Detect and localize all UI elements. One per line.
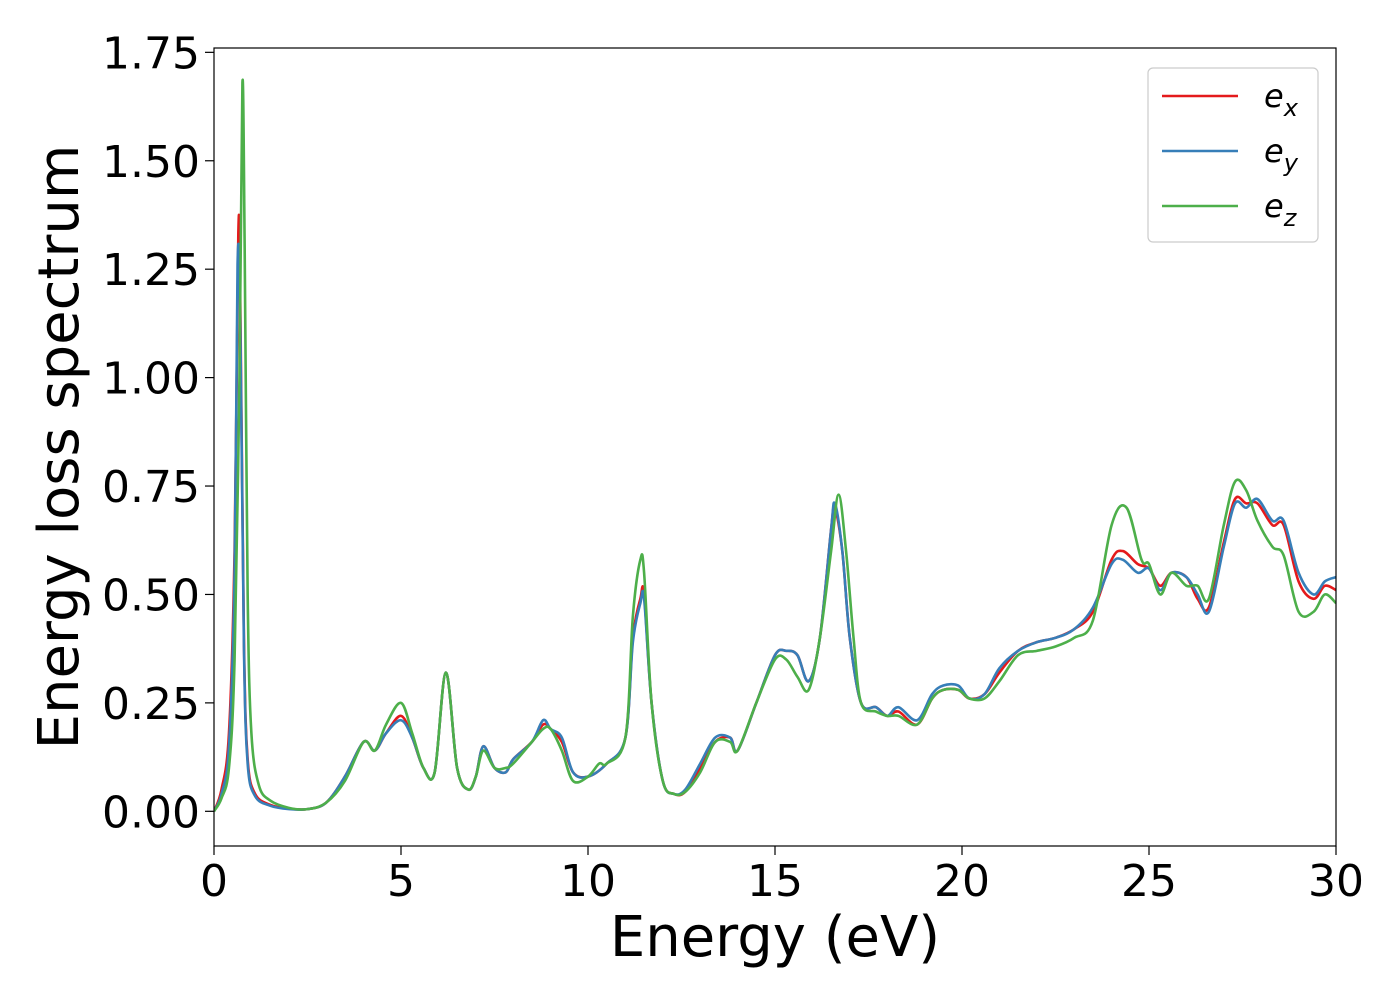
series-layer bbox=[214, 78, 1336, 813]
x-tick-label: 0 bbox=[200, 856, 228, 907]
y-tick-label: 1.25 bbox=[102, 245, 200, 296]
x-tick-label: 30 bbox=[1308, 856, 1364, 907]
x-tick-label: 15 bbox=[747, 856, 803, 907]
y-tick-label: 0.75 bbox=[102, 462, 200, 513]
y-axis-title: Energy loss spectrum bbox=[27, 145, 92, 750]
y-tick-label: 1.75 bbox=[102, 28, 200, 79]
y-axis: 0.00 0.25 0.50 0.75 1.00 1.25 1.50 1.75 bbox=[102, 28, 214, 838]
y-tick-label: 0.50 bbox=[102, 570, 200, 621]
y-tick-label: 1.00 bbox=[102, 354, 200, 405]
legend-label: ey bbox=[1264, 132, 1299, 177]
x-tick-label: 10 bbox=[560, 856, 616, 907]
y-tick-label: 0.25 bbox=[102, 679, 200, 730]
legend-box bbox=[1147, 67, 1319, 243]
legend-label: ex bbox=[1264, 77, 1299, 122]
legend: ex ey ez bbox=[1147, 67, 1319, 243]
series-line-e-z bbox=[214, 78, 1336, 813]
legend-label: ez bbox=[1264, 187, 1298, 232]
x-axis: 0 5 10 15 20 25 30 bbox=[200, 846, 1364, 907]
series-line-e-y bbox=[214, 242, 1336, 812]
x-tick-label: 25 bbox=[1121, 856, 1177, 907]
x-tick-label: 5 bbox=[387, 856, 415, 907]
x-tick-label: 20 bbox=[934, 856, 990, 907]
series-line-e-x bbox=[214, 213, 1336, 812]
x-axis-title: Energy (eV) bbox=[610, 905, 940, 970]
y-tick-label: 0.00 bbox=[102, 787, 200, 838]
y-tick-label: 1.50 bbox=[102, 137, 200, 188]
